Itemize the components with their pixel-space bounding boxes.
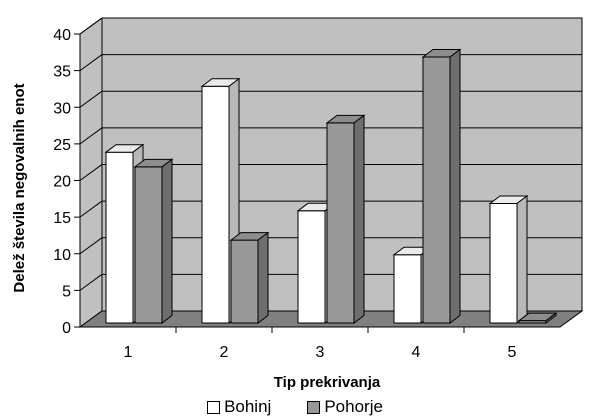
bars xyxy=(104,48,558,324)
bar-bohinj-2 xyxy=(200,77,241,324)
bar-front xyxy=(489,202,518,324)
bar-pohorje-3 xyxy=(325,114,366,324)
gridline-diagonal xyxy=(79,127,103,145)
gridline-diagonal xyxy=(79,200,103,218)
y-tick-label: 5 xyxy=(62,283,71,300)
gridline-diagonal xyxy=(79,273,103,291)
legend-item-bohinj: Bohinj xyxy=(207,397,271,417)
bar-bohinj-5 xyxy=(488,194,529,324)
bar-side xyxy=(353,114,365,324)
legend-label-pohorje: Pohorje xyxy=(324,397,383,416)
bar-side xyxy=(161,158,173,324)
legend: Bohinj Pohorje xyxy=(0,396,590,418)
gridline-diagonal xyxy=(79,237,103,255)
x-tick-label-3: 3 xyxy=(316,344,325,361)
y-axis-label: Delež števila negovalnih enot xyxy=(11,83,28,292)
x-axis-label: Tip prekrivanja xyxy=(274,374,381,391)
bar-front xyxy=(393,254,422,324)
y-tick-label: 35 xyxy=(53,64,71,81)
y-tick-label: 40 xyxy=(53,27,71,44)
bar-pohorje-2 xyxy=(229,231,270,324)
x-tick-label-1: 1 xyxy=(124,344,133,361)
bar-side xyxy=(516,194,528,324)
gridline-diagonal xyxy=(79,90,103,108)
y-tick-label: 10 xyxy=(53,247,71,264)
bar-front xyxy=(297,210,326,324)
bar-front xyxy=(201,85,230,324)
bar-front xyxy=(134,166,163,324)
gridline-diagonal xyxy=(79,164,103,181)
bar-pohorje-1 xyxy=(133,158,174,324)
gridline-diagonal xyxy=(79,54,103,72)
x-tick-label-4: 4 xyxy=(412,344,421,361)
y-tick-label: 25 xyxy=(53,137,71,154)
bar-front xyxy=(422,56,451,324)
legend-swatch-pohorje xyxy=(307,400,321,414)
y-tick-label: 20 xyxy=(53,174,71,191)
bar-pohorje-5 xyxy=(517,312,558,324)
gridline-diagonal xyxy=(79,17,103,35)
bar-side xyxy=(257,231,269,324)
bar-pohorje-4 xyxy=(421,48,462,324)
bar-side xyxy=(545,312,557,324)
x-tick-label-5: 5 xyxy=(508,344,517,361)
legend-swatch-bohinj xyxy=(207,400,221,414)
y-tick-label: 15 xyxy=(53,210,71,227)
bar-side xyxy=(449,48,461,324)
y-tick-label: 0 xyxy=(62,320,71,337)
bar-front xyxy=(326,122,355,324)
y-tick-label: 30 xyxy=(53,100,71,117)
bar-front xyxy=(230,239,259,324)
bar-front xyxy=(105,151,134,324)
legend-item-pohorje: Pohorje xyxy=(307,397,383,417)
axes: 0 5 10 15 20 25 30 35 40 1 2 3 4 5 xyxy=(53,27,560,361)
legend-label-bohinj: Bohinj xyxy=(224,397,272,416)
x-tick-label-2: 2 xyxy=(220,344,229,361)
